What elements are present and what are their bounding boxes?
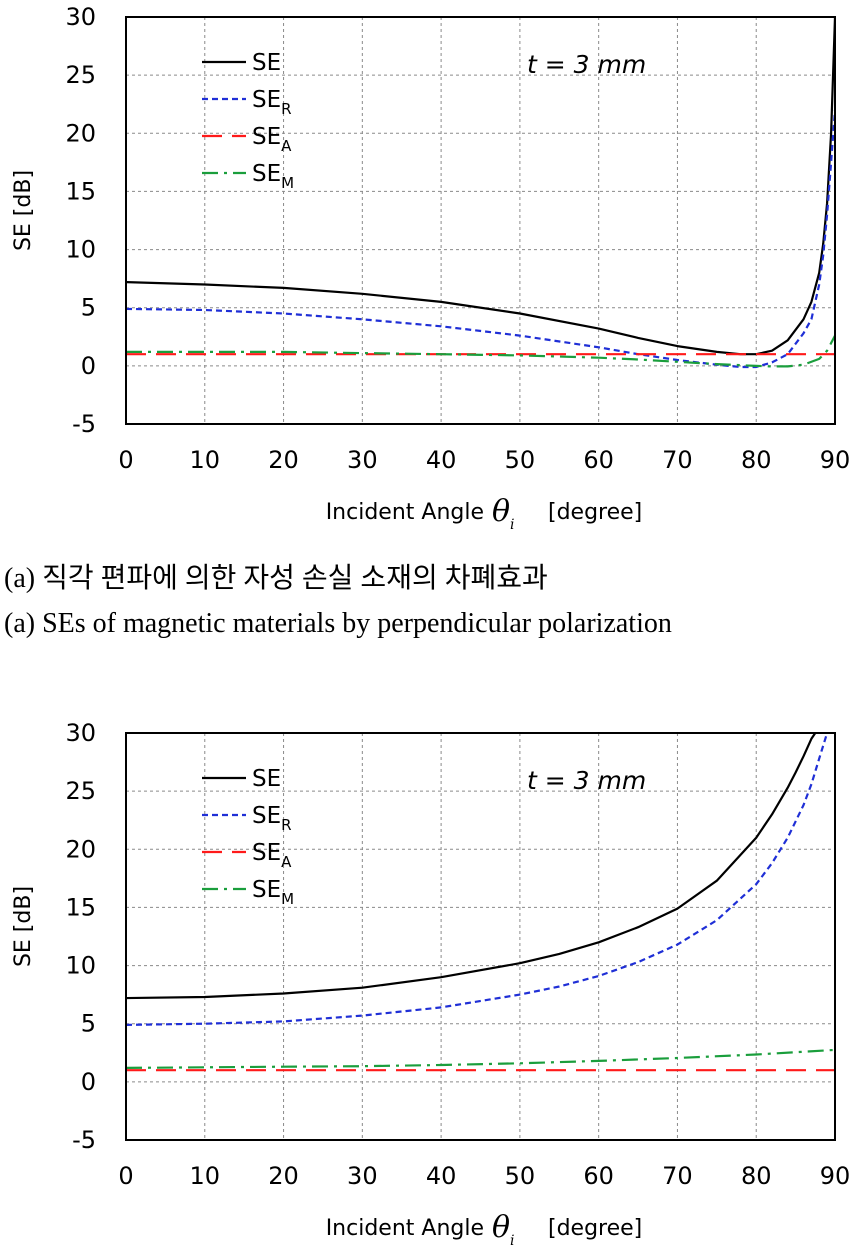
legend-label-subscript: A <box>281 137 292 155</box>
series-line-se <box>126 17 835 356</box>
x-tick-label: 60 <box>583 1162 614 1190</box>
x-tick-label: 20 <box>268 446 299 474</box>
gridlines <box>126 733 835 1140</box>
legend-label: SEA <box>252 124 292 155</box>
y-tick-label: 0 <box>81 352 96 380</box>
x-tick-label: 40 <box>426 446 457 474</box>
plot-frame <box>125 732 836 1141</box>
plot-frame <box>125 16 836 425</box>
series-line-se-r <box>126 109 835 369</box>
y-tick-label: 20 <box>65 119 96 147</box>
x-axis-theta-subscript: i <box>510 1233 514 1249</box>
x-tick-label: 20 <box>268 1162 299 1190</box>
x-tick-label: 30 <box>347 1162 378 1190</box>
series-line-se-m <box>126 1048 835 1069</box>
legend-label: SER <box>252 803 292 834</box>
legend-label: SER <box>252 87 292 118</box>
x-axis-label: Incident Angle <box>326 500 484 525</box>
y-tick-label: 20 <box>65 835 96 863</box>
thickness-annotation: t = 3 mm <box>527 50 646 79</box>
x-tick-label: 80 <box>741 446 772 474</box>
thickness-annotation: t = 3 mm <box>527 766 646 795</box>
legend-label-subscript: M <box>281 890 294 908</box>
y-tick-label: 15 <box>65 177 96 205</box>
caption-korean: (a) 직각 편파에 의한 자성 손실 소재의 차폐효과 <box>4 563 548 594</box>
legend-label: SE <box>252 766 281 792</box>
x-axis-theta-subscript: i <box>510 517 514 533</box>
x-tick-label: 0 <box>118 446 133 474</box>
y-tick-label: 30 <box>65 719 96 747</box>
y-tick-label: 15 <box>65 893 96 921</box>
series-line-se <box>126 733 817 1000</box>
x-tick-label: 0 <box>118 1162 133 1190</box>
x-tick-label: 30 <box>347 446 378 474</box>
y-tick-label: 10 <box>65 236 96 264</box>
series-group <box>126 733 835 1072</box>
legend-label-subscript: A <box>281 853 292 871</box>
caption-english: (a) SEs of magnetic materials by perpend… <box>4 608 672 639</box>
x-axis-theta-symbol: θ <box>492 1210 510 1245</box>
x-tick-label: 50 <box>505 446 536 474</box>
legend: SE SER SEA SEM <box>202 50 294 192</box>
legend-label-subscript: R <box>281 100 291 118</box>
chart-1: -5 0 5 10 15 20 25 30 0 10 20 30 40 50 60 70 80 90 SE [dB]… <box>11 3 850 533</box>
series-group <box>126 17 835 369</box>
y-axis-label: SE [dB] <box>11 886 36 967</box>
x-tick-label: 70 <box>662 446 693 474</box>
y-tick-label: -5 <box>72 1126 96 1154</box>
legend-label: SEM <box>252 161 294 192</box>
y-tick-label: 30 <box>65 3 96 31</box>
x-tick-label: 50 <box>505 1162 536 1190</box>
legend-label-subscript: M <box>281 174 294 192</box>
x-tick-label: 40 <box>426 1162 457 1190</box>
x-tick-label: 80 <box>741 1162 772 1190</box>
legend-label-subscript: R <box>281 816 291 834</box>
x-tick-label: 60 <box>583 446 614 474</box>
y-tick-label: 10 <box>65 952 96 980</box>
legend: SE SER SEA SEM <box>202 766 294 908</box>
x-axis-theta-symbol: θ <box>492 494 510 529</box>
y-tick-label: 5 <box>81 294 96 322</box>
x-tick-label: 10 <box>190 1162 221 1190</box>
x-tick-label: 90 <box>820 1162 851 1190</box>
x-tick-label: 10 <box>190 446 221 474</box>
y-axis-label: SE [dB] <box>11 170 36 251</box>
chart-2: -5 0 5 10 15 20 25 30 0 10 20 30 40 50 60 70 80 90 SE [dB]… <box>11 719 850 1249</box>
x-tick-label: 70 <box>662 1162 693 1190</box>
y-tick-label: 25 <box>65 777 96 805</box>
x-axis-unit: [degree] <box>548 1216 642 1241</box>
x-axis-unit: [degree] <box>548 500 642 525</box>
y-tick-label: 25 <box>65 61 96 89</box>
y-tick-label: 0 <box>81 1068 96 1096</box>
x-axis-label: Incident Angle <box>326 1216 484 1241</box>
series-line-se-r <box>126 733 829 1026</box>
gridlines <box>126 17 835 424</box>
legend-label: SE <box>252 50 281 76</box>
x-tick-label: 90 <box>820 446 851 474</box>
y-tick-label: 5 <box>81 1010 96 1038</box>
legend-label: SEA <box>252 840 292 871</box>
series-line-se-m <box>126 335 835 368</box>
legend-label: SEM <box>252 877 294 908</box>
y-tick-label: -5 <box>72 410 96 438</box>
